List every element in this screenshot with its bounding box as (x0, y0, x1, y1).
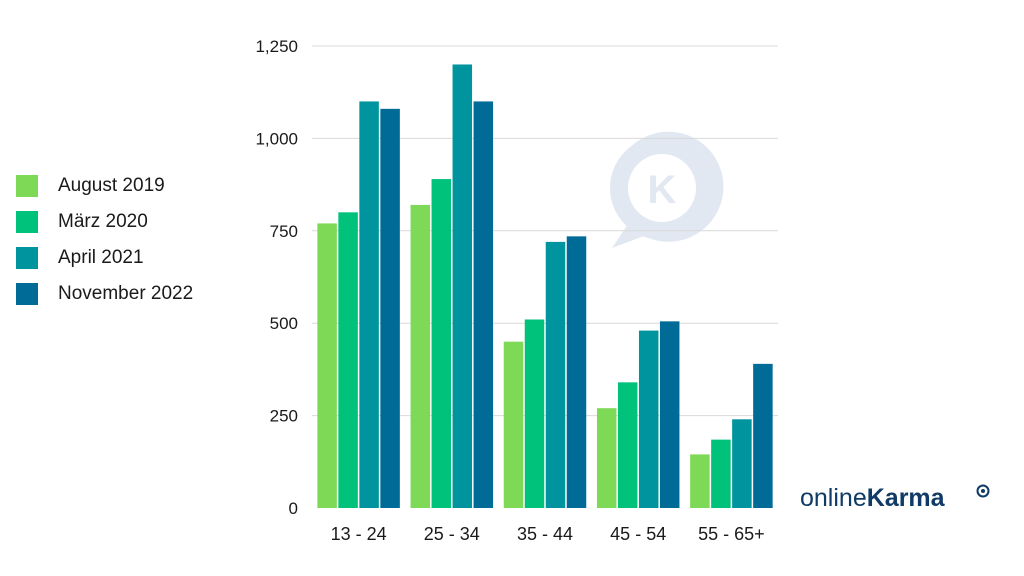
x-tick-label: 55 - 65+ (698, 524, 765, 544)
bar (596, 408, 617, 508)
legend-label: August 2019 (58, 175, 165, 196)
y-tick-label: 1,250 (255, 37, 298, 56)
bar (524, 319, 545, 508)
y-tick-label: 1,000 (255, 129, 298, 148)
watermark-logo: K (610, 131, 724, 248)
brand-name-online: online (800, 484, 867, 512)
bar (566, 236, 587, 508)
bar (410, 204, 431, 509)
bar (617, 382, 638, 508)
brand-logo: onlineKarma (800, 484, 945, 513)
legend-label: November 2022 (58, 283, 194, 304)
legend-item: August 2019 (16, 168, 193, 204)
legend-swatch (16, 283, 38, 305)
x-tick-label: 25 - 34 (424, 524, 480, 544)
bar (753, 363, 773, 508)
brand-name-karma: Karma (866, 484, 945, 512)
bar (732, 419, 752, 508)
y-tick-label: 500 (270, 314, 298, 333)
bar (380, 108, 400, 508)
x-tick-label: 35 - 44 (517, 524, 573, 544)
bar (317, 223, 337, 508)
y-tick-label: 750 (270, 222, 298, 241)
brand-mark-icon (976, 484, 990, 498)
bar (359, 101, 379, 508)
watermark-logo-letter: K (648, 168, 677, 212)
legend-swatch (16, 211, 38, 233)
bar (638, 330, 659, 508)
y-tick-label: 0 (289, 499, 298, 518)
legend: August 2019 März 2020 April 2021 November 2… (16, 168, 193, 312)
bar (473, 101, 494, 508)
bar (659, 321, 680, 508)
bar (431, 179, 452, 508)
legend-item: November 2022 (16, 276, 193, 312)
y-tick-label: 250 (270, 407, 298, 426)
legend-item: April 2021 (16, 240, 193, 276)
x-tick-label: 45 - 54 (610, 524, 666, 544)
x-tick-label: 13 - 24 (331, 524, 387, 544)
legend-label: April 2021 (58, 247, 144, 268)
legend-swatch (16, 247, 38, 269)
bar (690, 454, 710, 508)
bar (711, 439, 731, 508)
bar (452, 64, 473, 508)
legend-item: März 2020 (16, 204, 193, 240)
bar (338, 212, 358, 508)
bar (503, 341, 524, 508)
legend-label: März 2020 (58, 211, 148, 232)
bar (545, 241, 566, 508)
legend-swatch (16, 175, 38, 197)
